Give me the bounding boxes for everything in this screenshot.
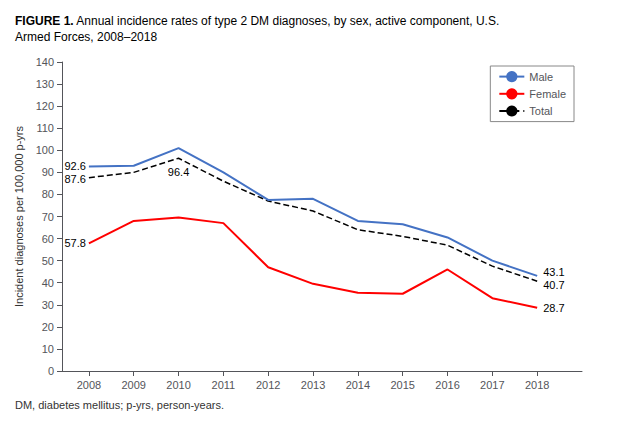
svg-text:80: 80 xyxy=(42,188,54,200)
svg-text:2012: 2012 xyxy=(256,379,280,391)
svg-text:2015: 2015 xyxy=(390,379,414,391)
svg-text:DM, diabetes mellitus; p-yrs,: DM, diabetes mellitus; p-yrs, person-yea… xyxy=(15,399,224,411)
svg-text:Total: Total xyxy=(529,105,552,117)
svg-text:28.7: 28.7 xyxy=(543,302,564,314)
svg-text:Annual incidence rates of type: Annual incidence rates of type 2 DM diag… xyxy=(74,14,500,28)
svg-text:40.7: 40.7 xyxy=(543,279,564,291)
svg-text:70: 70 xyxy=(42,211,54,223)
svg-text:120: 120 xyxy=(36,100,54,112)
svg-text:50: 50 xyxy=(42,255,54,267)
svg-text:87.6: 87.6 xyxy=(64,173,85,185)
svg-text:2008: 2008 xyxy=(77,379,101,391)
svg-text:2010: 2010 xyxy=(166,379,190,391)
svg-text:96.4: 96.4 xyxy=(168,166,189,178)
svg-text:92.6: 92.6 xyxy=(64,160,85,172)
svg-text:2017: 2017 xyxy=(480,379,504,391)
svg-text:90: 90 xyxy=(42,166,54,178)
svg-text:100: 100 xyxy=(36,144,54,156)
svg-text:43.1: 43.1 xyxy=(543,266,564,278)
svg-text:110: 110 xyxy=(36,122,54,134)
svg-text:40: 40 xyxy=(42,277,54,289)
svg-text:10: 10 xyxy=(42,343,54,355)
svg-text:Male: Male xyxy=(529,71,553,83)
svg-text:140: 140 xyxy=(36,56,54,68)
svg-text:2016: 2016 xyxy=(435,379,459,391)
svg-text:130: 130 xyxy=(36,78,54,90)
svg-text:57.8: 57.8 xyxy=(64,237,85,249)
svg-text:Female: Female xyxy=(529,88,566,100)
svg-text:2018: 2018 xyxy=(525,379,549,391)
svg-text:2014: 2014 xyxy=(346,379,370,391)
svg-text:60: 60 xyxy=(42,233,54,245)
svg-text:FIGURE 1.: FIGURE 1. xyxy=(15,14,74,28)
svg-text:0: 0 xyxy=(48,365,54,377)
svg-text:30: 30 xyxy=(42,299,54,311)
svg-text:20: 20 xyxy=(42,321,54,333)
svg-text:2011: 2011 xyxy=(212,379,236,391)
svg-text:Armed Forces, 2008–2018: Armed Forces, 2008–2018 xyxy=(15,30,157,44)
svg-text:Incident diagnoses per 100,000: Incident diagnoses per 100,000 p-yrs xyxy=(13,126,25,308)
svg-text:2009: 2009 xyxy=(121,379,145,391)
svg-text:2013: 2013 xyxy=(301,379,325,391)
